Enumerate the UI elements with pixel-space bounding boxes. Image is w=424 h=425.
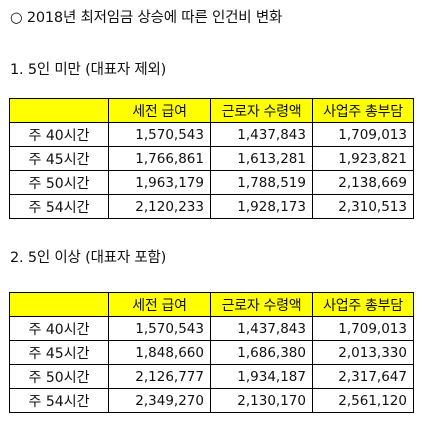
cell-employer-total: 2,561,120: [312, 388, 414, 413]
cell-worker-net: 1,613,281: [210, 146, 313, 171]
row-label: 주 45시간: [9, 146, 109, 171]
table-row: 주 54시간 2,120,233 1,928,173 2,310,513: [9, 194, 414, 219]
cell-worker-net: 1,437,843: [210, 122, 313, 147]
row-label: 주 40시간: [9, 122, 109, 147]
section-title-under-5: 1. 5인 미만 (대표자 제외): [10, 62, 167, 78]
row-label: 주 54시간: [9, 388, 109, 413]
cell-worker-net: 1,437,843: [210, 316, 313, 341]
cell-employer-total: 1,923,821: [312, 146, 414, 171]
cell-worker-net: 1,928,173: [210, 194, 313, 219]
cell-worker-net: 1,934,187: [210, 364, 313, 389]
cell-gross-pay: 1,570,543: [108, 122, 211, 147]
cell-employer-total: 2,317,647: [312, 364, 414, 389]
cell-employer-total: 1,709,013: [312, 316, 414, 341]
row-label: 주 40시간: [9, 316, 109, 341]
cell-worker-net: 1,686,380: [210, 340, 313, 365]
header-corner-cell: [9, 292, 109, 317]
table-row: 주 50시간 2,126,777 1,934,187 2,317,647: [9, 364, 414, 389]
table-header-row: 세전 급여 근로자 수령액 사업주 총부담: [9, 292, 414, 317]
wage-table-under-5: 세전 급여 근로자 수령액 사업주 총부담 주 40시간 1,570,543 1…: [9, 98, 414, 219]
page-title: ○ 2018년 최저임금 상승에 따른 인건비 변화: [10, 10, 283, 26]
table-row: 주 45시간 1,766,861 1,613,281 1,923,821: [9, 146, 414, 171]
table-header-row: 세전 급여 근로자 수령액 사업주 총부담: [9, 98, 414, 123]
table-row: 주 40시간 1,570,543 1,437,843 1,709,013: [9, 122, 414, 147]
table-row: 주 50시간 1,963,179 1,788,519 2,138,669: [9, 170, 414, 195]
cell-gross-pay: 2,120,233: [108, 194, 211, 219]
header-corner-cell: [9, 98, 109, 123]
cell-employer-total: 2,138,669: [312, 170, 414, 195]
cell-worker-net: 2,130,170: [210, 388, 313, 413]
cell-gross-pay: 1,570,543: [108, 316, 211, 341]
cell-gross-pay: 2,349,270: [108, 388, 211, 413]
cell-gross-pay: 1,848,660: [108, 340, 211, 365]
cell-employer-total: 2,310,513: [312, 194, 414, 219]
cell-gross-pay: 1,766,861: [108, 146, 211, 171]
cell-gross-pay: 2,126,777: [108, 364, 211, 389]
header-worker-net: 근로자 수령액: [210, 292, 313, 317]
wage-table-5-or-more: 세전 급여 근로자 수령액 사업주 총부담 주 40시간 1,570,543 1…: [9, 292, 414, 413]
section-title-5-or-more: 2. 5인 이상 (대표자 포함): [10, 250, 167, 266]
table-row: 주 40시간 1,570,543 1,437,843 1,709,013: [9, 316, 414, 341]
cell-worker-net: 1,788,519: [210, 170, 313, 195]
row-label: 주 54시간: [9, 194, 109, 219]
header-employer-total: 사업주 총부담: [312, 292, 414, 317]
header-gross-pay: 세전 급여: [108, 292, 211, 317]
row-label: 주 45시간: [9, 340, 109, 365]
cell-employer-total: 2,013,330: [312, 340, 414, 365]
header-gross-pay: 세전 급여: [108, 98, 211, 123]
header-employer-total: 사업주 총부담: [312, 98, 414, 123]
row-label: 주 50시간: [9, 364, 109, 389]
cell-gross-pay: 1,963,179: [108, 170, 211, 195]
header-worker-net: 근로자 수령액: [210, 98, 313, 123]
cell-employer-total: 1,709,013: [312, 122, 414, 147]
table-row: 주 54시간 2,349,270 2,130,170 2,561,120: [9, 388, 414, 413]
row-label: 주 50시간: [9, 170, 109, 195]
table-row: 주 45시간 1,848,660 1,686,380 2,013,330: [9, 340, 414, 365]
